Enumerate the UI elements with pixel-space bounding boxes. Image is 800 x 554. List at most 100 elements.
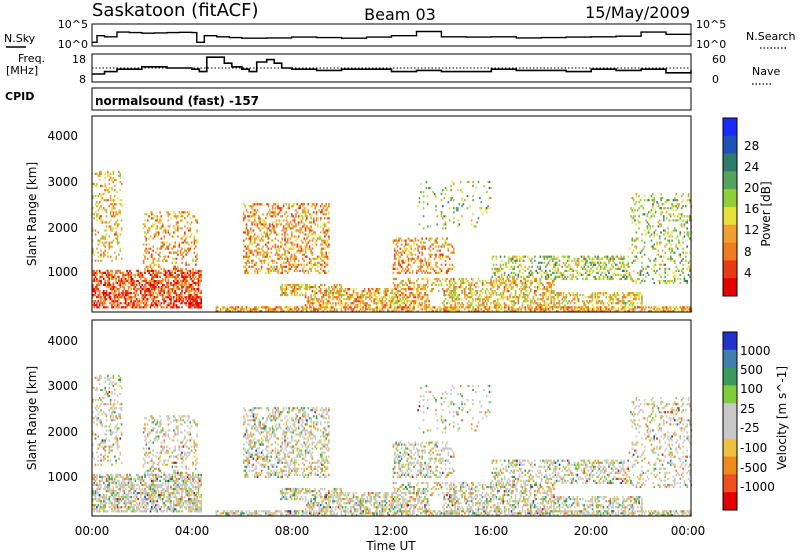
power-cell <box>577 298 580 301</box>
power-cell <box>365 306 367 309</box>
power-cell <box>146 249 149 252</box>
power-cell <box>545 271 547 274</box>
power-cell <box>296 249 299 252</box>
power-cell <box>314 292 316 295</box>
power-cell <box>104 253 106 256</box>
power-cell <box>443 215 445 218</box>
power-cell <box>162 241 164 244</box>
power-cell <box>422 296 425 299</box>
power-cell <box>186 215 189 218</box>
power-cell <box>190 298 193 301</box>
power-cell <box>536 304 539 307</box>
power-cell <box>195 294 197 297</box>
power-cell <box>280 245 282 248</box>
power-cell <box>406 306 408 309</box>
power-cell <box>324 269 326 272</box>
power-cell <box>556 306 558 309</box>
power-cell <box>195 255 197 258</box>
power-cell <box>105 275 108 278</box>
power-cell <box>584 306 587 309</box>
power-cell <box>626 263 628 266</box>
power-cell <box>267 205 270 208</box>
power-cell <box>300 292 303 295</box>
power-cell <box>597 302 599 305</box>
power-cell <box>157 279 160 283</box>
power-cell <box>461 310 463 313</box>
power-cell <box>451 267 454 270</box>
power-cell <box>514 294 517 297</box>
power-cell <box>400 259 403 262</box>
power-cell <box>171 290 174 293</box>
power-cell <box>554 261 557 264</box>
power-cell <box>285 219 288 222</box>
power-cell <box>93 294 95 297</box>
power-cell <box>116 304 119 307</box>
power-cell <box>163 288 165 291</box>
power-cell <box>324 265 326 268</box>
power-cell <box>406 308 408 311</box>
power-cell <box>503 304 506 307</box>
power-cell <box>166 241 168 244</box>
power-cell <box>234 308 237 311</box>
power-cell <box>576 308 579 311</box>
power-cell <box>326 241 329 244</box>
power-cell <box>547 308 550 311</box>
power-cell <box>558 306 561 309</box>
power-cell <box>292 245 294 248</box>
power-cell <box>163 306 165 309</box>
power-cell <box>271 245 274 248</box>
power-cell <box>326 306 329 309</box>
power-cell <box>123 279 126 283</box>
power-cell <box>436 265 439 268</box>
power-cell <box>188 286 190 289</box>
power-cell <box>116 269 119 272</box>
power-cell <box>297 205 300 208</box>
power-cell <box>439 279 441 283</box>
power-cell <box>184 211 186 214</box>
power-cell <box>553 296 555 299</box>
power-cell <box>562 261 565 264</box>
power-cell <box>457 296 459 299</box>
power-cell <box>635 294 638 297</box>
power-cell <box>108 186 111 190</box>
power-cell <box>148 269 150 272</box>
power-cell <box>595 310 598 313</box>
power-cell <box>413 300 415 303</box>
power-cell <box>186 241 189 244</box>
power-cell <box>174 227 176 230</box>
power-cell <box>354 300 356 303</box>
power-cell <box>303 237 305 240</box>
power-cell <box>367 308 370 311</box>
power-cell <box>123 286 126 289</box>
power-cell <box>453 288 455 291</box>
power-cell <box>643 279 646 283</box>
power-cell <box>407 306 410 309</box>
power-cell <box>277 257 279 260</box>
power-cell <box>525 298 528 301</box>
power-cell <box>304 283 307 287</box>
power-cell <box>135 304 138 307</box>
power-cell <box>542 255 544 258</box>
power-cell <box>288 269 290 272</box>
power-cell <box>599 261 602 264</box>
power-cell <box>536 308 539 311</box>
power-cell <box>440 193 443 196</box>
power-cell <box>610 275 613 278</box>
power-cell <box>249 241 252 244</box>
power-cell <box>195 302 197 305</box>
power-cell <box>425 294 428 297</box>
power-cell <box>369 290 371 293</box>
power-cell <box>501 267 503 270</box>
power-cell <box>181 294 183 297</box>
power-cell <box>109 255 112 258</box>
power-cell <box>184 233 186 236</box>
power-cell <box>199 302 201 305</box>
power-cell <box>146 257 149 260</box>
power-cell <box>593 275 595 278</box>
power-cell <box>304 249 307 252</box>
power-cell <box>171 273 174 276</box>
power-cell <box>317 269 319 272</box>
power-cell <box>197 269 200 272</box>
power-cell <box>615 267 617 270</box>
power-cell <box>590 267 592 270</box>
